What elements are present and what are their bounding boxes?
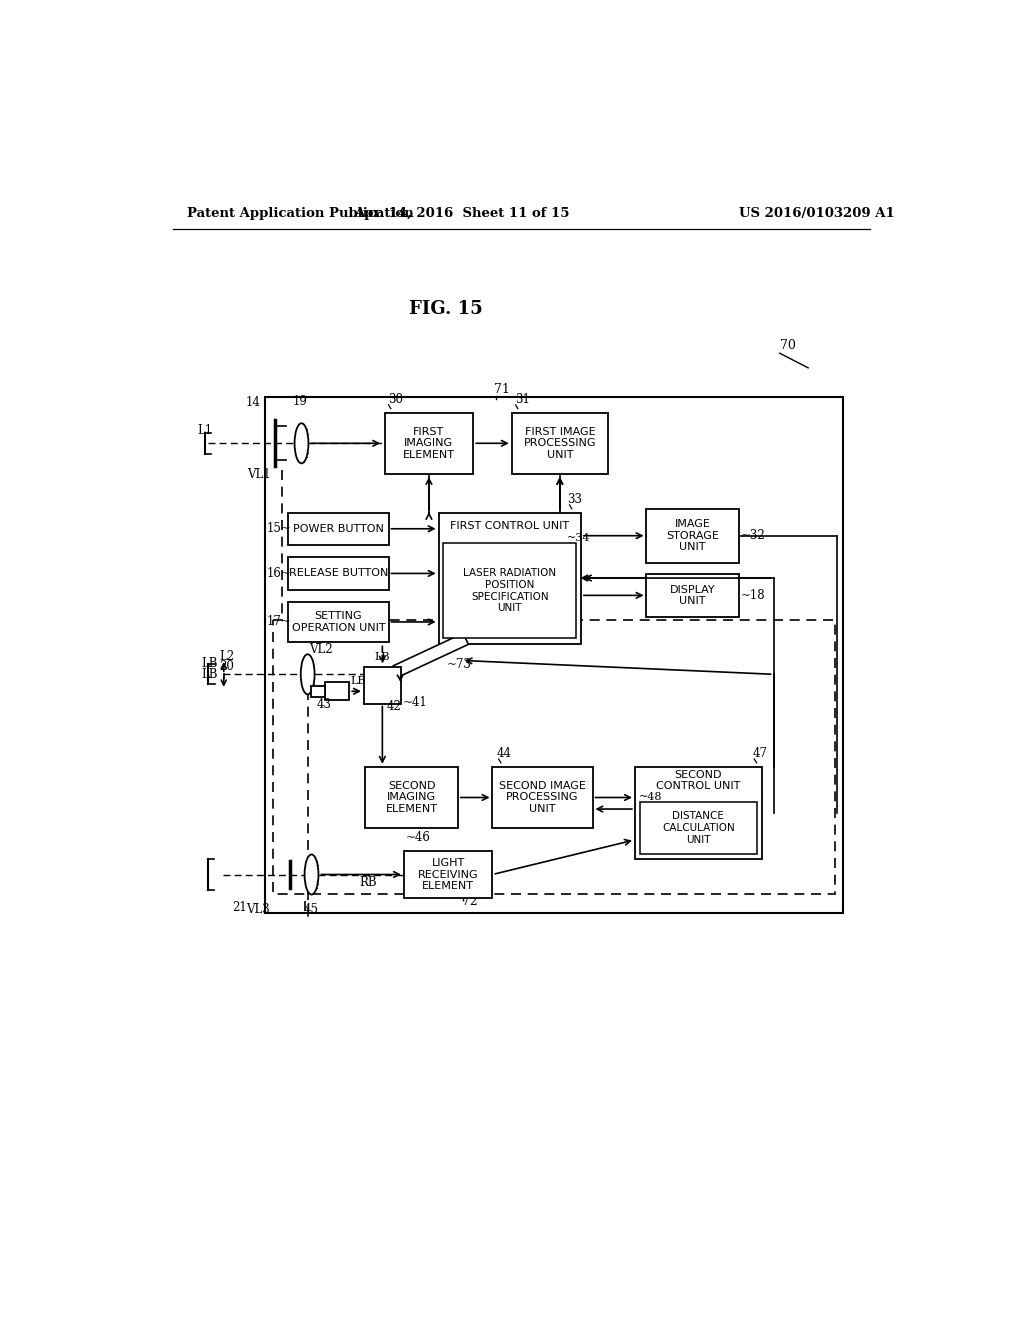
FancyBboxPatch shape [403,851,493,898]
Text: RB: RB [359,876,377,890]
Text: VL2: VL2 [309,643,333,656]
Ellipse shape [304,854,318,895]
Text: 14: 14 [246,396,261,409]
Text: LASER RADIATION
POSITION
SPECIFICATION
UNIT: LASER RADIATION POSITION SPECIFICATION U… [463,569,556,614]
Text: 17~: 17~ [267,615,292,628]
Text: 45: 45 [304,903,318,916]
Text: VL1: VL1 [248,469,271,480]
Text: LIGHT
RECEIVING
ELEMENT: LIGHT RECEIVING ELEMENT [418,858,478,891]
Text: 30: 30 [388,393,403,407]
Text: VL3: VL3 [246,903,269,916]
FancyBboxPatch shape [366,767,458,829]
Text: 47: 47 [753,747,768,760]
FancyBboxPatch shape [289,512,388,545]
Text: ~73: ~73 [446,659,471,671]
Text: 72: 72 [462,895,477,908]
FancyBboxPatch shape [364,667,400,704]
FancyBboxPatch shape [289,602,388,642]
Text: LB: LB [351,676,367,685]
FancyBboxPatch shape [443,544,577,638]
Text: FIRST IMAGE
PROCESSING
UNIT: FIRST IMAGE PROCESSING UNIT [523,426,596,459]
FancyBboxPatch shape [325,682,349,701]
FancyBboxPatch shape [646,508,739,562]
FancyBboxPatch shape [289,557,388,590]
Ellipse shape [295,424,308,463]
Text: 42: 42 [386,700,401,713]
Text: ~32: ~32 [740,529,765,543]
Text: 43: 43 [316,698,332,711]
Text: SECOND
IMAGING
ELEMENT: SECOND IMAGING ELEMENT [386,781,437,814]
FancyBboxPatch shape [385,412,473,474]
FancyBboxPatch shape [265,397,843,913]
FancyBboxPatch shape [640,803,758,854]
Text: SECOND
CONTROL UNIT: SECOND CONTROL UNIT [656,770,740,792]
Text: FIG. 15: FIG. 15 [410,300,483,318]
Text: 15~: 15~ [267,523,292,536]
FancyBboxPatch shape [438,512,581,644]
Text: 20: 20 [219,660,234,673]
Text: ~18: ~18 [740,589,765,602]
FancyBboxPatch shape [635,767,762,859]
Text: 71: 71 [494,383,510,396]
Text: 70: 70 [779,339,796,352]
Text: SECOND IMAGE
PROCESSING
UNIT: SECOND IMAGE PROCESSING UNIT [499,781,586,814]
FancyBboxPatch shape [646,574,739,616]
Text: IMAGE
STORAGE
UNIT: IMAGE STORAGE UNIT [667,519,719,552]
Text: DISPLAY
UNIT: DISPLAY UNIT [670,585,716,606]
FancyBboxPatch shape [493,767,593,829]
Text: 44: 44 [497,747,511,760]
Text: ~34: ~34 [567,533,591,543]
Text: 16~: 16~ [267,566,292,579]
Text: US 2016/0103209 A1: US 2016/0103209 A1 [739,207,895,220]
Text: DISTANCE
CALCULATION
UNIT: DISTANCE CALCULATION UNIT [663,812,735,845]
Text: Patent Application Publication: Patent Application Publication [186,207,414,220]
Text: LB: LB [375,652,390,663]
Text: L1: L1 [198,424,213,437]
Text: 31: 31 [515,393,530,407]
Text: POWER BUTTON: POWER BUTTON [293,524,384,533]
Text: FIRST CONTROL UNIT: FIRST CONTROL UNIT [451,521,569,532]
FancyBboxPatch shape [512,412,608,474]
Text: 19: 19 [292,395,307,408]
Text: FIRST
IMAGING
ELEMENT: FIRST IMAGING ELEMENT [402,426,455,459]
Text: ~41: ~41 [403,696,428,709]
Polygon shape [393,634,468,677]
FancyBboxPatch shape [310,686,325,697]
Text: Apr. 14, 2016  Sheet 11 of 15: Apr. 14, 2016 Sheet 11 of 15 [354,207,569,220]
Ellipse shape [301,655,314,694]
Text: L2: L2 [219,651,234,664]
Text: RELEASE BUTTON: RELEASE BUTTON [289,569,388,578]
Text: ~48: ~48 [639,792,663,801]
Text: LB: LB [202,656,218,669]
Text: SETTING
OPERATION UNIT: SETTING OPERATION UNIT [292,611,385,632]
Text: LB: LB [202,668,218,681]
Text: 33: 33 [567,492,583,506]
Text: 21: 21 [232,902,247,915]
Text: ~46: ~46 [407,832,431,845]
